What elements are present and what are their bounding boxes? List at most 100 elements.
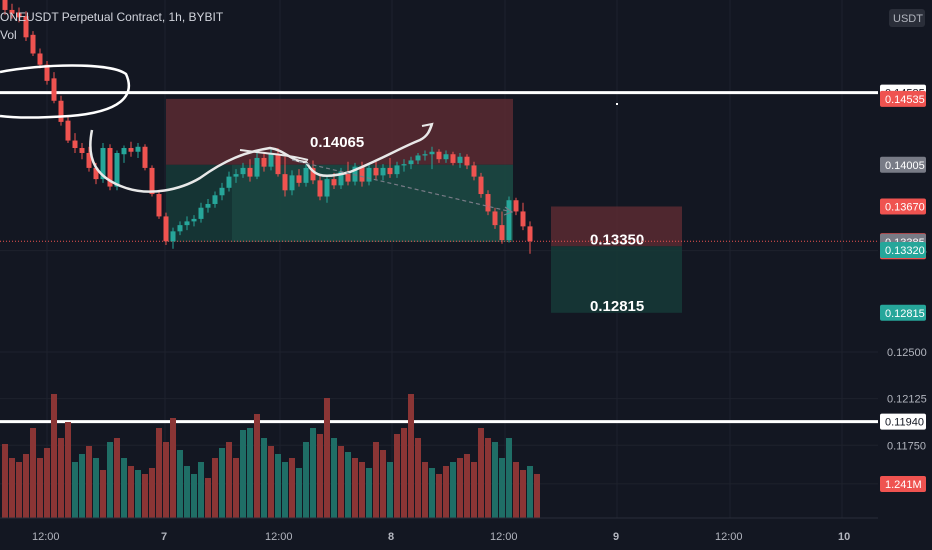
short-position-2-target-zone[interactable] bbox=[551, 246, 682, 313]
candle-body bbox=[520, 211, 526, 227]
volume-bar bbox=[331, 438, 337, 518]
volume-bar bbox=[114, 438, 120, 518]
candle-body bbox=[303, 167, 309, 183]
volume-bar bbox=[401, 428, 407, 518]
volume-bar bbox=[464, 454, 470, 518]
volume-bar bbox=[121, 458, 127, 518]
volume-bar bbox=[198, 462, 204, 518]
candle-body bbox=[226, 176, 232, 188]
volume-bar bbox=[359, 462, 365, 518]
position-2-entry-label: 0.13350 bbox=[590, 231, 644, 248]
candle-body bbox=[72, 140, 78, 149]
freehand-path-annotation[interactable] bbox=[89, 123, 434, 193]
volume-bar bbox=[352, 458, 358, 518]
position-entry-label: 0.14065 bbox=[310, 134, 364, 151]
time-axis-label: 12:00 bbox=[715, 531, 743, 543]
candle-body bbox=[401, 164, 407, 166]
candle-body bbox=[121, 148, 127, 155]
volume-bar bbox=[23, 454, 29, 518]
candle-body bbox=[107, 148, 113, 187]
candle-body bbox=[450, 154, 456, 163]
candle-body bbox=[240, 167, 246, 175]
volume-bar bbox=[205, 478, 211, 518]
candle-body bbox=[219, 187, 225, 196]
volume-bar bbox=[513, 462, 519, 518]
price-badge-level-target bbox=[880, 304, 926, 321]
candle-body bbox=[506, 200, 512, 241]
candle-body bbox=[170, 231, 176, 242]
volume-bar bbox=[107, 442, 113, 518]
volume-bar bbox=[415, 438, 421, 518]
volume-bar bbox=[177, 450, 183, 518]
volume-bar bbox=[149, 468, 155, 518]
volume-bar bbox=[373, 442, 379, 518]
symbol-title[interactable]: ONEUSDT Perpetual Contract, 1h, BYBIT bbox=[0, 10, 224, 24]
volume-bar bbox=[156, 428, 162, 518]
price-badge-level-grey bbox=[880, 156, 926, 173]
volume-bar bbox=[2, 444, 8, 518]
candle-body bbox=[254, 157, 260, 177]
volume-bar bbox=[275, 454, 281, 518]
volume-bar bbox=[184, 466, 190, 518]
dashed-projection-line[interactable] bbox=[291, 159, 513, 213]
candle-body bbox=[149, 167, 155, 195]
volume-bar bbox=[471, 462, 477, 518]
candle-body bbox=[443, 154, 449, 160]
candle-body bbox=[317, 180, 323, 197]
volume-bar bbox=[345, 452, 351, 518]
candle-body bbox=[2, 0, 8, 10]
candle-body bbox=[51, 78, 57, 101]
volume-bar bbox=[51, 394, 57, 518]
candle-body bbox=[156, 194, 162, 217]
volume-bar bbox=[310, 428, 316, 518]
candle-body bbox=[128, 148, 134, 152]
candle-body bbox=[30, 34, 36, 54]
time-axis-label: 12:00 bbox=[490, 531, 518, 543]
candle-body bbox=[345, 171, 351, 182]
candle-body bbox=[310, 167, 316, 181]
short-position-2-stop-zone[interactable] bbox=[551, 206, 682, 247]
candle-body bbox=[247, 167, 253, 177]
volume-bar bbox=[296, 468, 302, 518]
candle-body bbox=[436, 151, 442, 160]
volume-bar bbox=[317, 434, 323, 518]
volume-bar bbox=[394, 434, 400, 518]
volume-bar bbox=[170, 418, 176, 518]
candle-body bbox=[492, 211, 498, 226]
candle-body bbox=[86, 152, 92, 168]
price-badge-text-level-grey: 0.14005 bbox=[885, 160, 925, 172]
candle-body bbox=[331, 179, 337, 186]
candle-body bbox=[457, 156, 463, 163]
candle-body bbox=[163, 216, 169, 242]
time-axis-label: 10 bbox=[838, 531, 850, 543]
time-axis-label: 9 bbox=[613, 531, 619, 543]
candle-body bbox=[261, 157, 267, 167]
currency-badge[interactable] bbox=[889, 9, 925, 27]
candle-body bbox=[464, 156, 470, 166]
volume-bar bbox=[443, 466, 449, 518]
candle-body bbox=[191, 218, 197, 222]
volume-bar bbox=[499, 458, 505, 518]
volume-bar bbox=[240, 430, 246, 518]
freehand-circle-annotation[interactable] bbox=[0, 64, 131, 119]
short-position-stop-zone[interactable] bbox=[166, 98, 513, 165]
volume-bar bbox=[16, 462, 22, 518]
time-axis-label: 8 bbox=[388, 531, 394, 543]
candle-body bbox=[37, 53, 43, 65]
price-tick-label: 0.12500 bbox=[887, 347, 927, 359]
short-position-active-zone bbox=[232, 164, 513, 242]
candle-body bbox=[394, 165, 400, 175]
price-badge-text-level-red: 0.14535 bbox=[885, 94, 925, 106]
volume-badge bbox=[880, 476, 926, 492]
candle-body bbox=[58, 100, 64, 122]
price-axis-panel[interactable] bbox=[878, 0, 932, 550]
volume-bar bbox=[254, 414, 260, 518]
volume-bar bbox=[128, 466, 134, 518]
candle-body bbox=[93, 167, 99, 180]
candle-body bbox=[429, 151, 435, 155]
price-badge-text-level-lower: 0.11940 bbox=[885, 417, 924, 429]
arrow-head-icon bbox=[503, 206, 514, 216]
freehand-upper-curve bbox=[239, 149, 309, 161]
volume-bar bbox=[65, 422, 71, 518]
